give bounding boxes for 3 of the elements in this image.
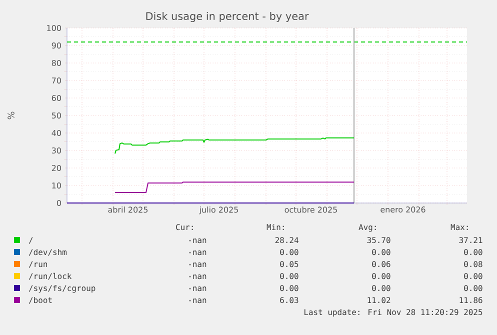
y-axis-title: % [8, 112, 14, 120]
line-series [114, 137, 355, 154]
chart-title: Disk usage in percent - by year [146, 12, 309, 22]
